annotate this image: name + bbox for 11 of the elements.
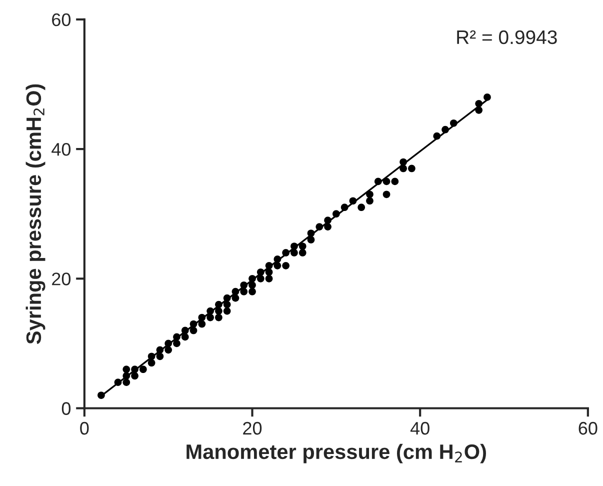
annotation: R² = 0.9943 — [457, 30, 557, 44]
y-tick-label: 20 — [52, 272, 71, 286]
y-tick-label: 0 — [62, 402, 71, 415]
x-tick-label: 60 — [578, 422, 598, 435]
y-tick-label: 40 — [52, 142, 71, 156]
x-axis-title: Manometer pressure (cm H$_{2}$O) — [186, 444, 486, 464]
x-tick-label: 0 — [80, 422, 89, 435]
x-tick-label: 40 — [410, 422, 430, 435]
y-tick-label: 60 — [52, 13, 71, 26]
x-tick-label: 20 — [243, 422, 262, 435]
y-axis-title: Syringe pressure (cmH$_{2}$O) — [26, 84, 46, 344]
